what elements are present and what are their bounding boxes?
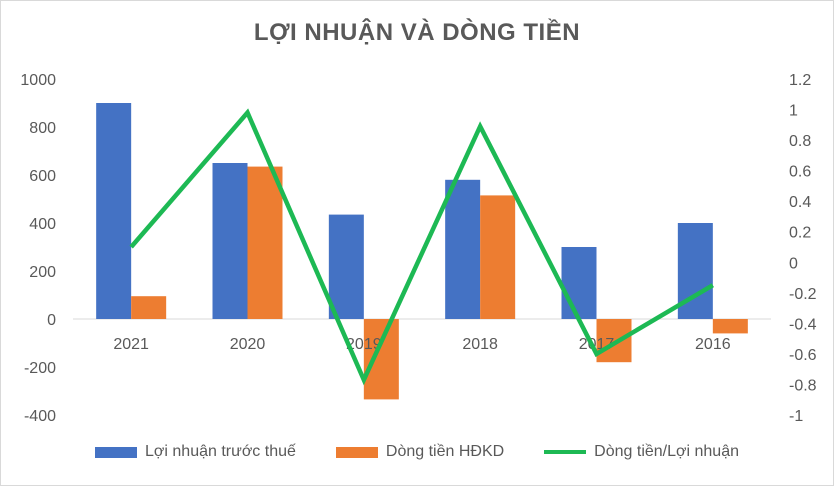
right-tick-label: 0.8 <box>789 133 811 150</box>
right-tick-label: -0.8 <box>789 377 817 394</box>
ratio-line <box>129 108 714 386</box>
right-tick-label: 0.2 <box>789 225 811 242</box>
bar-cashflow <box>247 166 283 319</box>
bar-cashflow <box>480 195 516 319</box>
right-tick-label: 0.4 <box>789 194 811 211</box>
bar-cashflow <box>363 319 399 400</box>
left-tick-label: 400 <box>29 216 56 233</box>
category-label: 2018 <box>462 336 498 353</box>
chart-title: LỢI NHUẬN VÀ DÒNG TIỀN <box>253 19 581 46</box>
bar-profit <box>328 214 364 319</box>
bar-cashflow <box>712 319 748 334</box>
category-label: 2016 <box>695 336 731 353</box>
plot-area: 1000 800 600 400 200 0 -200 -400 1.2 1 0.8 0.6 0.4 0… <box>20 72 817 425</box>
bar-profit <box>445 179 481 319</box>
left-tick-label: 200 <box>29 264 56 281</box>
right-tick-label: 1 <box>789 103 798 120</box>
bar-cashflow <box>596 319 632 363</box>
right-tick-label: -1 <box>789 408 803 425</box>
right-tick-label: 0.6 <box>789 164 811 181</box>
left-tick-label: 800 <box>29 120 56 137</box>
right-tick-label: -0.6 <box>789 347 817 364</box>
legend-item-profit: Lợi nhuận trước thuế <box>95 443 296 461</box>
legend-swatch-profit <box>95 446 137 458</box>
category-label: 2020 <box>230 336 266 353</box>
legend-item-cashflow: Dòng tiền HĐKD <box>335 443 505 461</box>
legend-item-ratio: Dòng tiền/Lợi nhuận <box>544 443 739 461</box>
category-labels: 2021 2020 2019 2018 2017 2016 <box>113 336 730 353</box>
right-tick-label: -0.4 <box>789 316 817 333</box>
left-tick-label: 1000 <box>20 72 56 89</box>
left-tick-label: -400 <box>24 408 56 425</box>
category-label: 2021 <box>113 336 149 353</box>
right-tick-label: -0.2 <box>789 286 817 303</box>
category-label: 2019 <box>346 336 382 353</box>
bar-profit <box>212 163 248 319</box>
bar-profit <box>96 103 132 319</box>
legend-label-profit: Lợi nhuận trước thuế <box>145 443 296 460</box>
right-tick-label: 1.2 <box>789 72 811 89</box>
bar-series <box>96 103 748 400</box>
left-axis: 1000 800 600 400 200 0 -200 -400 <box>20 72 56 425</box>
left-tick-label: -200 <box>24 360 56 377</box>
right-tick-label: 0 <box>789 255 798 272</box>
legend-swatch-ratio <box>544 450 587 454</box>
legend-label-ratio: Dòng tiền/Lợi nhuận <box>594 443 739 460</box>
left-tick-label: 600 <box>29 168 56 185</box>
left-tick-label: 0 <box>47 312 56 329</box>
legend-swatch-cashflow <box>335 446 378 458</box>
legend: Lợi nhuận trước thuế Dòng tiền HĐKD Dòng… <box>1 443 833 461</box>
legend-label-cashflow: Dòng tiền HĐKD <box>385 443 505 460</box>
bar-profit <box>561 247 597 319</box>
bar-cashflow <box>131 296 167 319</box>
right-axis: 1.2 1 0.8 0.6 0.4 0.2 0 -0.2 -0.4 -0.6 -0.8 -1 <box>789 72 817 425</box>
